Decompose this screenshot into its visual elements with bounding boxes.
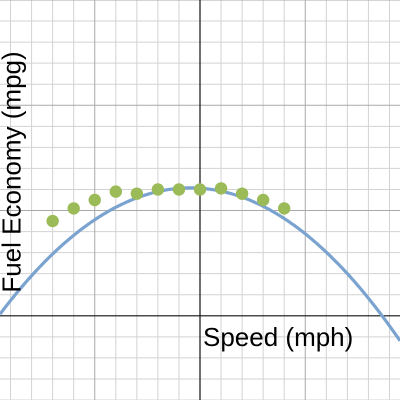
data-point (278, 202, 291, 215)
y-axis-title: Fuel Economy (mpg) (0, 51, 27, 293)
data-points (46, 182, 291, 228)
data-point (193, 183, 207, 196)
data-point (151, 183, 165, 196)
data-point (256, 193, 270, 207)
data-point (172, 183, 186, 196)
data-point (88, 193, 101, 207)
data-point (235, 187, 249, 200)
data-point (130, 187, 144, 200)
data-point (214, 182, 228, 195)
data-point (46, 214, 59, 228)
data-point (67, 202, 80, 215)
data-point (109, 185, 122, 198)
x-axis-title: Speed (mph) (203, 322, 354, 352)
